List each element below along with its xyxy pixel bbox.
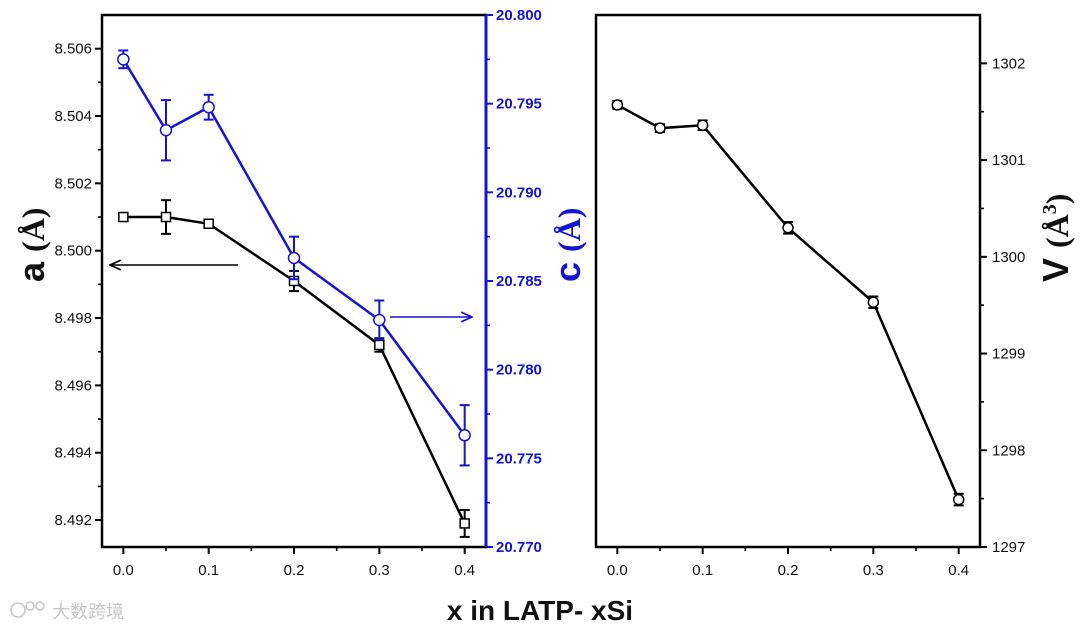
data-point-a [160, 211, 172, 223]
data-point-a [459, 518, 470, 529]
y-tick-label: 8.504 [54, 108, 92, 125]
data-point-a [118, 211, 129, 223]
a-axis-title: a (Å) [11, 208, 52, 282]
series-line-V [616, 103, 960, 501]
v-axis-ticks: 1297 1298 1299 1300 1301 1302 [980, 55, 1025, 556]
y-tick-label: 20.780 [496, 362, 542, 379]
data-point-V [782, 222, 794, 234]
right-plot-frame [594, 13, 982, 549]
data-point-V [867, 296, 880, 309]
watermark-icon [10, 601, 45, 618]
y-tick-label: 20.785 [496, 273, 542, 290]
data-point-c [159, 124, 173, 137]
x-tick-label: 0.1 [692, 562, 713, 579]
y-tick-label: 20.795 [496, 96, 542, 113]
y-tick-label: 8.498 [54, 310, 92, 327]
c-axis-ticks: 20.770 20.775 20.780 20.785 20.790 20.795 20.8… [486, 7, 542, 556]
series-v [611, 99, 965, 507]
left-x-ticks: 0.0 0.1 0.2 0.3 0.4 [113, 547, 475, 579]
y-tick-label: 1302 [992, 55, 1025, 72]
x-axis-title: x in LATP- xSi [447, 595, 633, 626]
series-a [118, 199, 470, 538]
y-tick-label: 1299 [992, 346, 1025, 363]
c-axis-title: c (Å) [547, 208, 588, 282]
x-tick-label: 0.3 [369, 562, 390, 579]
x-tick-label: 0.1 [198, 562, 219, 579]
y-tick-label: 1300 [992, 249, 1025, 266]
y-tick-label: 8.494 [54, 445, 92, 462]
data-point-V [952, 493, 965, 506]
x-tick-label: 0.4 [454, 562, 475, 579]
x-tick-label: 0.0 [607, 562, 628, 579]
a-axis-ticks: 8.492 8.494 8.496 8.498 8.500 8.502 8.504 8.506 [54, 41, 102, 529]
x-tick-label: 0.2 [778, 562, 799, 579]
y-tick-label: 20.775 [496, 450, 542, 467]
y-tick-label: 20.800 [496, 7, 542, 24]
x-tick-label: 0.2 [284, 562, 305, 579]
x-tick-label: 0.3 [863, 562, 884, 579]
data-point-V [696, 119, 709, 132]
data-point-a [374, 339, 385, 351]
y-tick-label: 1297 [992, 539, 1025, 556]
data-point-a [203, 218, 214, 230]
x-tick-label: 0.4 [948, 562, 969, 579]
y-tick-label: 8.496 [54, 377, 92, 394]
y-tick-label: 8.492 [54, 512, 92, 529]
watermark: 大数跨境 [52, 602, 124, 623]
data-point-V [654, 122, 666, 134]
series-line-a [123, 215, 466, 524]
v-axis-title: V (Å3) [1035, 194, 1076, 282]
y-tick-label: 20.790 [496, 184, 542, 201]
right-x-ticks: 0.0 0.1 0.2 0.3 0.4 [607, 547, 969, 579]
y-tick-label: 20.770 [496, 539, 542, 556]
data-point-V [611, 99, 624, 111]
data-point-c [287, 251, 301, 265]
data-point-c [458, 429, 471, 442]
left-panel: 0.0 0.1 0.2 0.3 0.4 8.492 8.494 8.496 8.498 8.50… [11, 7, 588, 579]
series-c [117, 49, 471, 467]
data-point-c [202, 100, 215, 114]
y-tick-label: 1301 [992, 152, 1025, 169]
y-tick-label: 8.502 [54, 175, 92, 192]
y-tick-label: 8.500 [54, 243, 92, 260]
data-point-c [373, 313, 386, 327]
y-tick-label: 8.506 [54, 41, 92, 58]
series-line-c [122, 58, 466, 437]
x-tick-label: 0.0 [113, 562, 134, 579]
y-tick-label: 1298 [992, 442, 1025, 459]
right-panel: 0.0 0.1 0.2 0.3 0.4 1297 1298 1299 1300 1301 1302… [594, 13, 1076, 579]
data-point-c [117, 53, 130, 66]
